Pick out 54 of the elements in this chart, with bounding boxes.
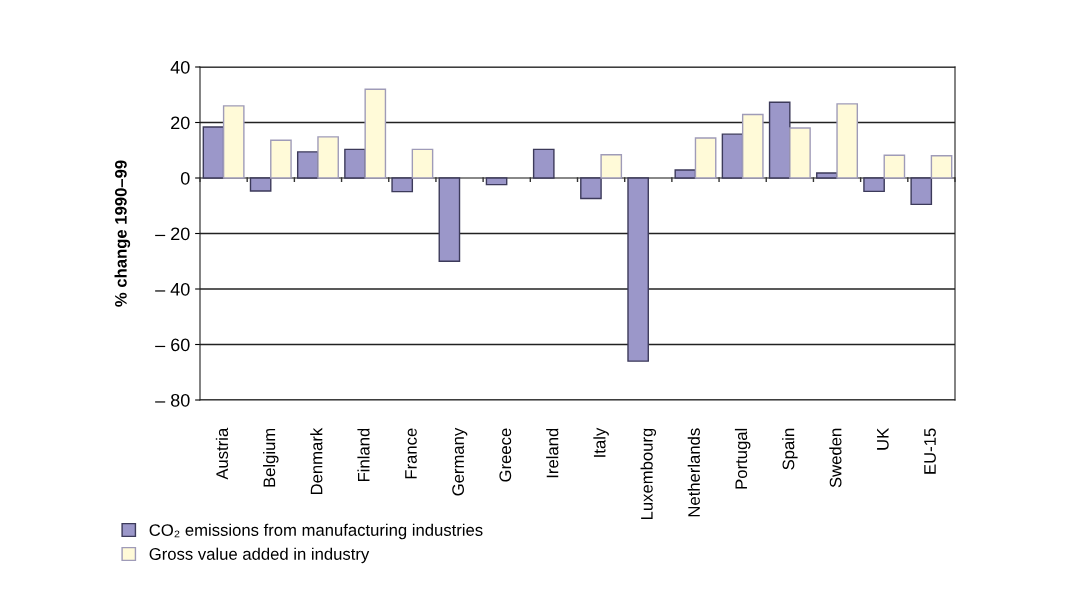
legend-label: Gross value added in industry xyxy=(149,547,370,564)
y-tick-label: 20 xyxy=(171,116,190,130)
bar xyxy=(391,177,414,193)
bar xyxy=(532,148,555,179)
bar xyxy=(674,169,697,179)
x-tick-label: Sweden xyxy=(829,428,842,488)
bar xyxy=(249,177,272,192)
y-tick-label: – 40 xyxy=(155,282,190,296)
x-tick-label: France xyxy=(405,428,417,479)
bar xyxy=(910,177,933,206)
x-tick-label: Italy xyxy=(593,427,609,457)
bar xyxy=(296,151,319,179)
x-tick-label: Belgium xyxy=(263,428,279,487)
bar xyxy=(270,139,292,179)
y-tick-label: – 80 xyxy=(155,393,190,407)
bar xyxy=(930,155,953,179)
bar xyxy=(863,177,885,193)
y-axis-title: % change 1990–99 xyxy=(114,160,131,307)
bar xyxy=(364,88,387,179)
bar xyxy=(317,136,339,179)
bar xyxy=(836,103,859,179)
x-tick-label: Austria xyxy=(215,427,229,480)
bar xyxy=(485,177,508,186)
y-tick-label: – 60 xyxy=(155,338,190,352)
x-tick-label: Portugal xyxy=(734,428,751,489)
bar xyxy=(741,113,764,179)
x-tick-label: Spain xyxy=(782,428,798,470)
bar xyxy=(202,126,225,179)
y-tick-label: 0 xyxy=(180,171,190,185)
x-tick-label: Denmark xyxy=(310,427,323,495)
bar xyxy=(883,154,906,179)
bar xyxy=(600,153,623,179)
y-tick-label: – 20 xyxy=(155,227,190,241)
legend-label: CO₂ emissions from manufacturing industries xyxy=(149,523,483,540)
bar xyxy=(816,172,838,179)
bar xyxy=(789,127,811,179)
x-tick-label: Greece xyxy=(499,428,512,482)
bar xyxy=(627,177,649,362)
x-tick-label: Germany xyxy=(452,427,468,496)
bar xyxy=(694,137,717,179)
x-tick-label: Ireland xyxy=(546,428,559,478)
x-tick-label: Finland xyxy=(357,428,370,482)
bar xyxy=(222,105,245,179)
x-tick-label: EU-15 xyxy=(924,428,936,474)
x-tick-label: Netherlands xyxy=(687,428,700,517)
bar xyxy=(768,101,791,179)
bar xyxy=(344,148,366,179)
y-tick-label: 40 xyxy=(170,60,190,74)
bar xyxy=(411,148,434,179)
x-tick-label: Luxembourg xyxy=(640,428,657,520)
bar xyxy=(580,177,602,200)
bar xyxy=(438,177,461,262)
x-tick-label: UK xyxy=(877,427,889,450)
bar xyxy=(721,133,744,179)
